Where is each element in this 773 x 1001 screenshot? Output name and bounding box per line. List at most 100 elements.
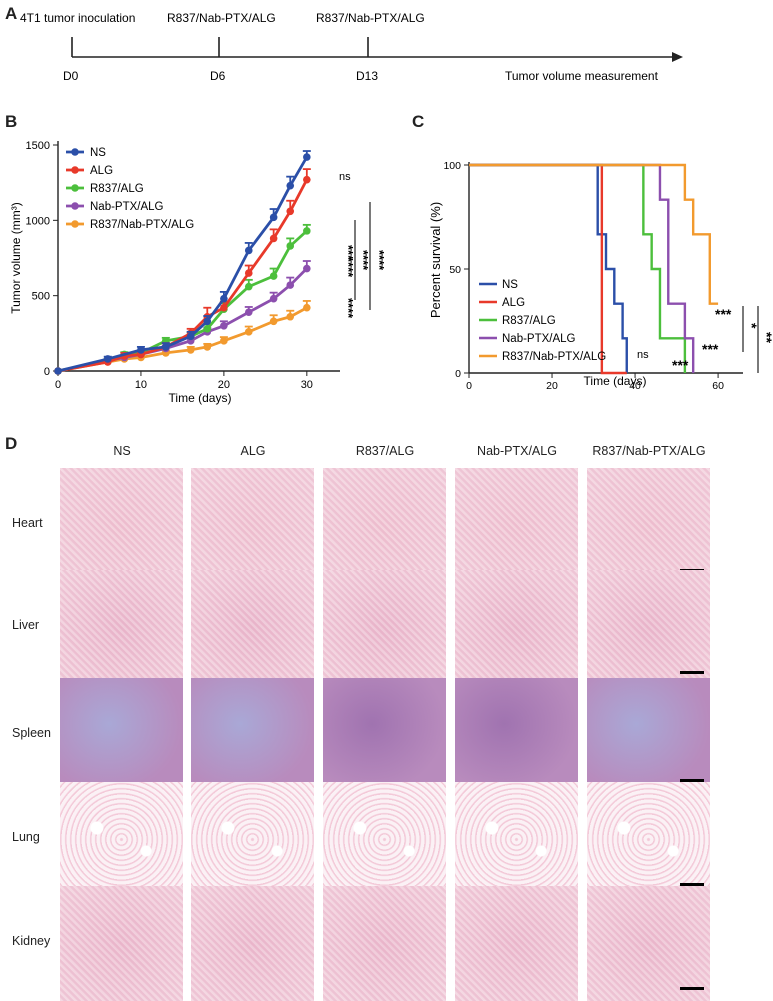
- histology-image: [191, 782, 314, 897]
- legend-label: ALG: [90, 165, 113, 177]
- data-point: [220, 337, 228, 345]
- scale-bar: [680, 987, 704, 990]
- significance-combo: ****: [341, 298, 356, 319]
- data-point: [203, 325, 212, 333]
- significance-nab: ****: [341, 257, 356, 278]
- x-axis-label: Time (days): [169, 391, 232, 405]
- series-line: [57, 267, 308, 373]
- histology-row-label: Heart: [12, 516, 43, 530]
- data-point: [244, 282, 253, 291]
- histology-image: [323, 782, 446, 897]
- data-point: [286, 181, 295, 190]
- histology-image: [323, 886, 446, 1001]
- histology-image: [587, 782, 710, 897]
- data-point: [286, 242, 295, 250]
- x-axis-label: Time (days): [584, 374, 647, 388]
- survival-curve: [469, 163, 719, 305]
- histology-image: [455, 886, 578, 1001]
- histology-image: [455, 678, 578, 793]
- legend-marker: [71, 184, 79, 192]
- x-tick-label: 60: [712, 380, 724, 392]
- data-point: [303, 303, 311, 312]
- data-point: [220, 303, 228, 312]
- data-point: [269, 234, 278, 243]
- data-point: [244, 328, 253, 336]
- histology-column-label: ALG: [240, 444, 266, 458]
- legend-label: R837/Nab-PTX/ALG: [502, 351, 606, 363]
- y-tick-label: 1500: [26, 140, 50, 152]
- significance-nab: ***: [702, 341, 719, 357]
- data-point: [269, 213, 278, 222]
- legend-marker: [71, 148, 79, 156]
- significance-combo-r837: ****: [356, 250, 371, 271]
- legend-label: Nab-PTX/ALG: [90, 201, 164, 213]
- data-point: [186, 346, 195, 354]
- data-point: [269, 272, 278, 280]
- x-tick-label: 30: [301, 379, 313, 391]
- data-point: [203, 343, 212, 351]
- histology-image: [323, 570, 446, 685]
- histology-image: [60, 570, 183, 685]
- timeline-end-label: Tumor volume measurement: [505, 69, 659, 83]
- legend-label: NS: [502, 279, 518, 291]
- histology-column-label: R837/Nab-PTX/ALG: [592, 444, 706, 458]
- timeline: 4T1 tumor inoculation R837/Nab-PTX/ALG R…: [20, 11, 683, 83]
- data-point: [220, 322, 228, 330]
- data-point: [220, 294, 228, 303]
- data-point: [269, 294, 278, 303]
- timeline-day-label: D0: [63, 69, 79, 83]
- timeline-event-label: 4T1 tumor inoculation: [20, 11, 135, 25]
- histology-image: [60, 678, 183, 793]
- data-point: [286, 281, 295, 289]
- histology-image: [191, 886, 314, 1001]
- scale-bar: [680, 883, 704, 886]
- legend-label: R837/Nab-PTX/ALG: [90, 219, 194, 231]
- panel-label-c: C: [412, 112, 425, 131]
- data-point: [244, 246, 253, 255]
- histology-column-label: Nab-PTX/ALG: [477, 444, 557, 458]
- data-point: [303, 227, 311, 235]
- data-point: [303, 175, 311, 184]
- x-tick-label: 20: [546, 380, 558, 392]
- legend-marker: [71, 220, 79, 228]
- y-tick-label: 0: [455, 368, 461, 380]
- x-tick-label: 0: [55, 379, 61, 391]
- scale-bar: [680, 671, 704, 674]
- panel-label-d: D: [5, 434, 18, 453]
- data-point: [286, 312, 295, 321]
- histology-image: [191, 678, 314, 793]
- data-point: [186, 332, 195, 341]
- histology-image: [587, 678, 710, 793]
- timeline-day-label: D6: [210, 69, 226, 83]
- timeline-arrowhead: [672, 52, 683, 62]
- histology-column-label: NS: [113, 444, 131, 458]
- data-point: [244, 269, 253, 277]
- histology-row-label: Kidney: [12, 934, 51, 948]
- histology-column-label: R837/ALG: [355, 444, 415, 458]
- histology-image: [587, 570, 710, 685]
- legend-label: Nab-PTX/ALG: [502, 333, 576, 345]
- legend-marker: [71, 166, 79, 174]
- data-point: [162, 343, 170, 351]
- histology-image: [587, 886, 710, 1001]
- data-point: [203, 317, 212, 326]
- histology-image: [323, 678, 446, 793]
- y-tick-label: 100: [443, 160, 461, 172]
- significance-double: **: [759, 332, 773, 343]
- significance-single: *: [744, 323, 760, 329]
- data-point: [137, 346, 145, 354]
- timeline-event-label: R837/Nab-PTX/ALG: [316, 11, 425, 25]
- legend-label: NS: [90, 147, 106, 159]
- histology-grid: NS ALG R837/ALG Nab-PTX/ALG R837/Nab-PTX/ALG…: [0, 440, 773, 1001]
- histology-row-label: Lung: [12, 830, 40, 844]
- x-tick-label: 0: [466, 380, 472, 392]
- histology-image: [455, 468, 578, 583]
- y-tick-label: 1000: [26, 215, 50, 227]
- y-axis-label: Tumor volume (mm³): [9, 202, 23, 314]
- y-tick-label: 50: [449, 264, 461, 276]
- significance-r837: ***: [672, 357, 689, 373]
- histology-image: [60, 468, 183, 583]
- legend-label: R837/ALG: [90, 183, 144, 195]
- panel-label-b: B: [5, 112, 18, 131]
- data-point: [54, 367, 62, 375]
